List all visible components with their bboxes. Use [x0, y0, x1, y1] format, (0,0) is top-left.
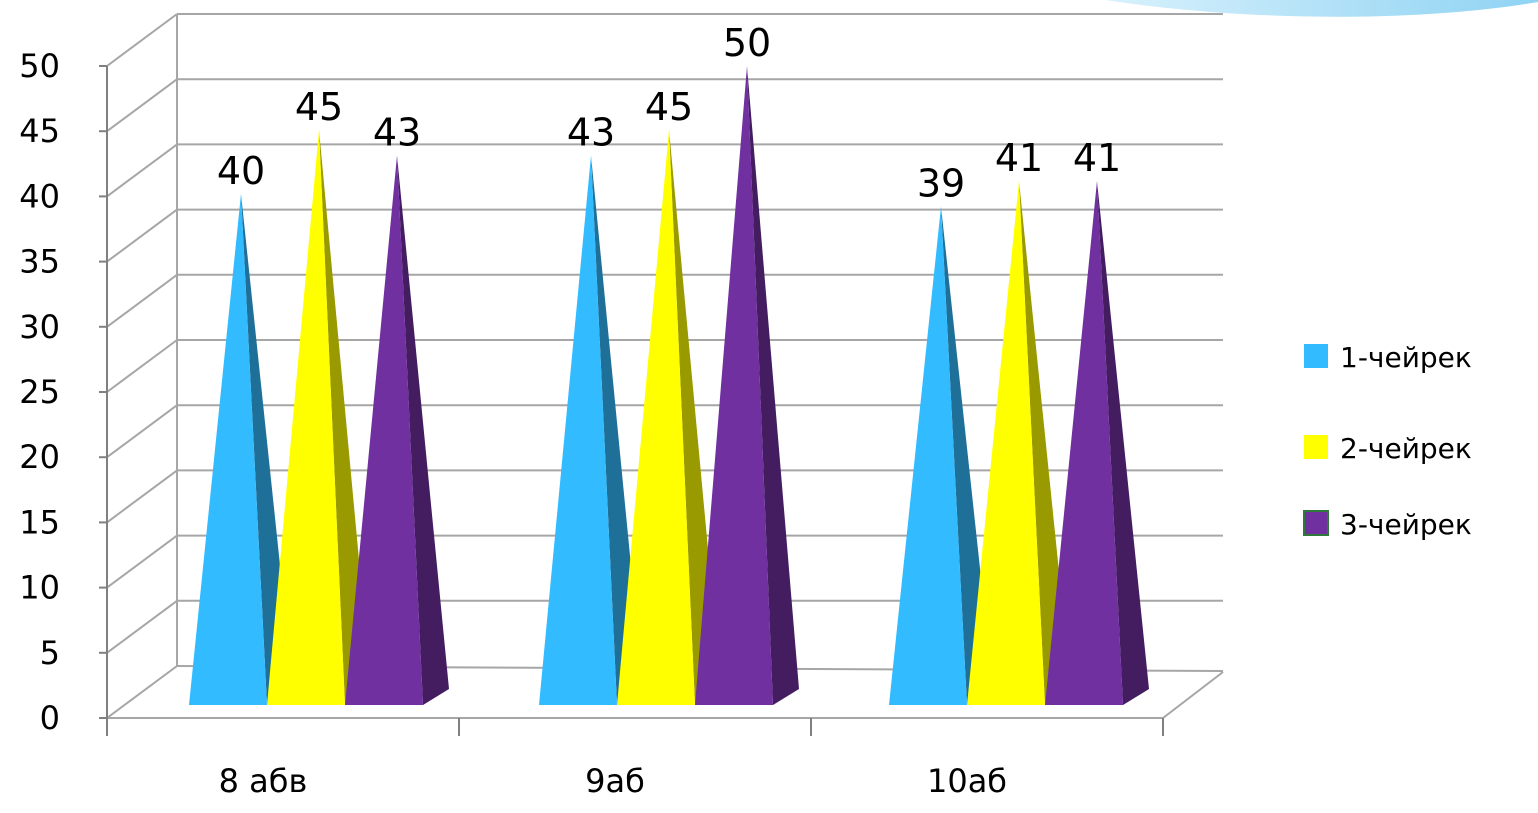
data-labels: 40 43 39 45 45 41 43 50 41 [217, 21, 1121, 206]
gridline-side [106, 599, 178, 654]
pyramid-front-face [345, 155, 423, 705]
gridline-side [106, 404, 178, 459]
y-tick-label: 25 [19, 373, 60, 411]
pyramid-front-face [189, 193, 267, 706]
axes: 0 5 10 15 20 25 30 35 40 45 50 8 абв 9аб 10аб [19, 47, 1164, 800]
y-tick-label: 10 [19, 569, 60, 607]
pyramid-front-face [889, 206, 967, 705]
pyramid-front-face [617, 129, 695, 705]
y-tick-label: 30 [19, 308, 60, 346]
data-label: 45 [295, 85, 343, 129]
pyramid-front-face [539, 155, 617, 705]
gridline-side [106, 339, 178, 393]
gridline-side [106, 208, 178, 263]
x-category-label: 9аб [585, 762, 645, 800]
data-label: 41 [995, 136, 1043, 180]
floor-left-edge [106, 665, 178, 719]
gridline-side [106, 13, 178, 67]
gridline-side [106, 143, 178, 198]
y-tick-label: 40 [19, 177, 60, 215]
x-category-label: 8 абв [219, 762, 308, 800]
pyramid-front-face [267, 129, 345, 705]
data-label: 40 [217, 149, 265, 193]
legend-entry: 3-чейрек [1303, 508, 1472, 541]
y-tick-label: 20 [19, 438, 60, 476]
legend-entry: 2-чейрек [1304, 432, 1472, 465]
data-label: 45 [645, 85, 693, 129]
data-label: 43 [373, 110, 421, 154]
pyramid-side-face [397, 155, 449, 705]
data-label: 43 [567, 110, 615, 154]
legend-entry: 1-чейрек [1304, 341, 1472, 374]
pyramid-bar [345, 155, 449, 705]
pyramid-bar [267, 129, 371, 705]
gridline-side [106, 534, 178, 589]
floor-right-edge [1162, 671, 1224, 719]
pyramid-bar [695, 66, 799, 705]
y-tick-label: 5 [40, 634, 60, 672]
data-label: 41 [1073, 136, 1121, 180]
pyramid-bar [1045, 181, 1149, 705]
legend-label: 1-чейрек [1340, 341, 1472, 374]
pyramid-side-face [319, 129, 371, 705]
pyramid-side-face [1097, 181, 1149, 705]
pyramid-front-face [967, 181, 1045, 705]
y-tick-label: 45 [19, 112, 60, 150]
corner-decoration [1105, 0, 1538, 17]
data-label: 50 [723, 21, 771, 65]
y-tick-label: 0 [40, 699, 60, 737]
legend-label: 2-чейрек [1340, 432, 1472, 465]
legend-swatch [1304, 344, 1328, 368]
legend-label: 3-чейрек [1340, 508, 1472, 541]
y-tick-label: 35 [19, 243, 60, 281]
data-label: 39 [917, 162, 965, 206]
x-category-label: 10аб [927, 762, 1007, 800]
y-tick-label: 50 [19, 47, 60, 85]
gridline-side [106, 469, 178, 524]
gridline-side [106, 273, 178, 328]
pyramid-side-face [747, 66, 799, 705]
legend-swatch [1304, 435, 1328, 459]
bars [189, 66, 1149, 706]
legend: 1-чейрек 2-чейрек 3-чейрек [1303, 341, 1472, 541]
pyramid-front-face [695, 66, 773, 705]
y-tick-label: 15 [19, 503, 60, 541]
gridline-side [106, 78, 178, 133]
pyramid-front-face [1045, 181, 1123, 705]
legend-swatch [1303, 510, 1329, 536]
